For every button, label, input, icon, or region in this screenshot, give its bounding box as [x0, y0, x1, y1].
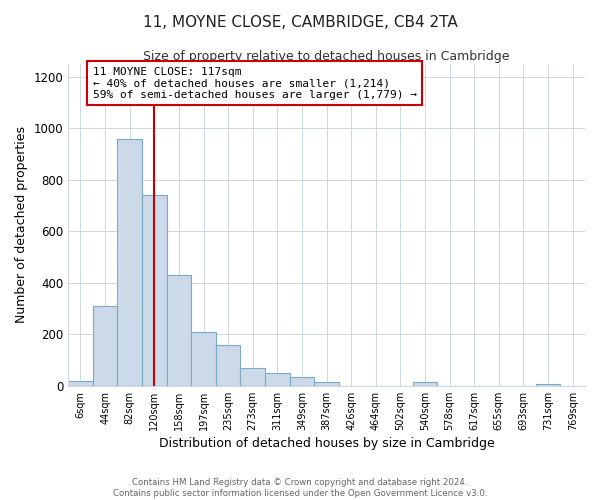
Text: 11, MOYNE CLOSE, CAMBRIDGE, CB4 2TA: 11, MOYNE CLOSE, CAMBRIDGE, CB4 2TA: [143, 15, 457, 30]
Bar: [167, 275, 191, 386]
Bar: [265, 373, 290, 386]
Bar: [290, 377, 314, 386]
Bar: [68, 380, 93, 386]
Text: Contains HM Land Registry data © Crown copyright and database right 2024.
Contai: Contains HM Land Registry data © Crown c…: [113, 478, 487, 498]
Bar: [413, 382, 437, 386]
Bar: [216, 344, 241, 386]
Bar: [142, 196, 167, 386]
Bar: [536, 384, 560, 386]
Text: 11 MOYNE CLOSE: 117sqm
← 40% of detached houses are smaller (1,214)
59% of semi-: 11 MOYNE CLOSE: 117sqm ← 40% of detached…: [93, 66, 417, 100]
Bar: [93, 306, 118, 386]
X-axis label: Distribution of detached houses by size in Cambridge: Distribution of detached houses by size …: [159, 437, 494, 450]
Bar: [191, 332, 216, 386]
Bar: [118, 139, 142, 386]
Bar: [314, 382, 339, 386]
Title: Size of property relative to detached houses in Cambridge: Size of property relative to detached ho…: [143, 50, 510, 63]
Bar: [241, 368, 265, 386]
Y-axis label: Number of detached properties: Number of detached properties: [15, 126, 28, 324]
